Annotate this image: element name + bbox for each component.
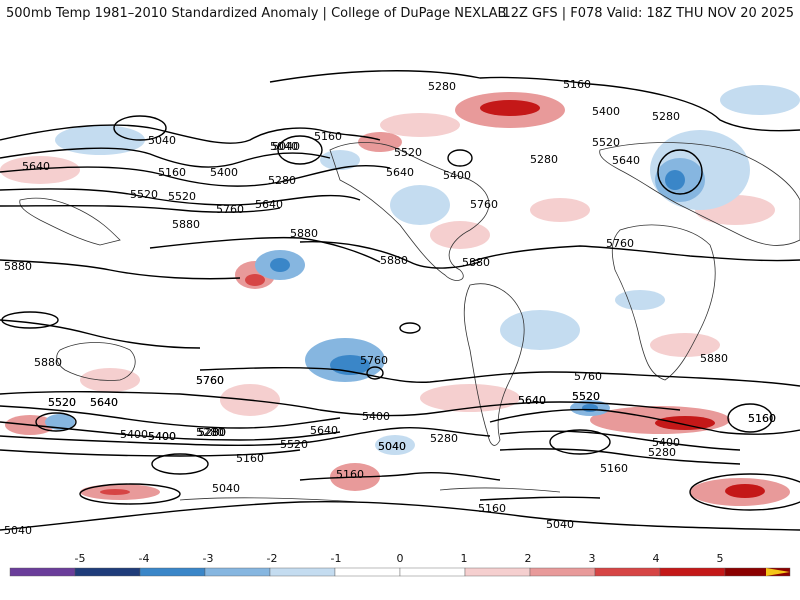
contour-label: 5160: [748, 412, 776, 425]
contour-label: 5760: [606, 237, 634, 250]
contour-label: 5400: [148, 430, 176, 443]
contour-label: 5400: [362, 410, 390, 423]
contour-label: 5040: [378, 440, 406, 453]
contour-label: 5160: [158, 166, 186, 179]
contour-label: 5280: [530, 153, 558, 166]
contour-label: 5040: [378, 440, 406, 453]
contour-label: 5400: [592, 105, 620, 118]
contour-label: 5520: [48, 396, 76, 409]
contour-label: 5160: [236, 452, 264, 465]
coastlines: [19, 142, 800, 503]
colorbar-tip: [766, 568, 790, 576]
contour-label: 5280: [268, 174, 296, 187]
height-contours: [0, 70, 800, 531]
contour-label: 5280: [430, 432, 458, 445]
contour-label: 5640: [518, 394, 546, 407]
contour-label: 5520: [280, 438, 308, 451]
contour-label: 5280: [428, 80, 456, 93]
contour-label: 5640: [612, 154, 640, 167]
colorbar-tick-label: 5: [717, 552, 724, 565]
colorbar-segment: [659, 567, 726, 577]
contour-label: 5160: [563, 78, 591, 91]
contour-label: 5880: [172, 218, 200, 231]
contour-label: 5640: [22, 160, 50, 173]
contour-label: 5160: [336, 468, 364, 481]
colorbar-tick-label: -4: [139, 552, 150, 565]
model-run-info: 12Z GFS | F078 Valid: 18Z THU NOV 20 202…: [502, 6, 794, 21]
contour-label: 5880: [380, 254, 408, 267]
contour-label: 5640: [518, 394, 546, 407]
colorbar-tick-label: 4: [653, 552, 660, 565]
colorbar-tick-label: 2: [525, 552, 532, 565]
colorbar-segment: [399, 567, 466, 577]
colorbar-tick-label: -3: [203, 552, 214, 565]
contour-label: 5880: [34, 356, 62, 369]
contour-label: 5040: [272, 140, 300, 153]
contour-label: 5400: [443, 169, 471, 182]
anomaly-map: 5280 5160 5400 5040 5160 5280 5640 5520 …: [0, 30, 800, 540]
contour-label: 5040: [4, 524, 32, 537]
contour-label: 5760: [196, 374, 224, 387]
contour-label: 5040: [148, 134, 176, 147]
contour-label: 5400: [210, 166, 238, 179]
colorbar-segment: [9, 567, 76, 577]
contour-label: 5760: [216, 203, 244, 216]
contour-label: 5280: [198, 426, 226, 439]
contour-label: 5640: [386, 166, 414, 179]
colorbar-labels: -5 -4 -3 -2 -1 0 1 2 3 4 5: [75, 552, 724, 565]
contour-label: 5520: [130, 188, 158, 201]
contour-label: 5280: [652, 110, 680, 123]
colorbar-segment: [529, 567, 596, 577]
contour-label: 5880: [462, 256, 490, 269]
contour-label: 5160: [478, 502, 506, 515]
colorbar-tick-label: -5: [75, 552, 86, 565]
contour-label: 5520: [48, 396, 76, 409]
contour-label: 5880: [700, 352, 728, 365]
colorbar-tick-label: -1: [331, 552, 342, 565]
contour-label: 5160: [600, 462, 628, 475]
colorbar-segment: [464, 567, 531, 577]
colorbar-bar: [9, 567, 791, 577]
contour-label: 5280: [198, 426, 226, 439]
contour-label: 5640: [310, 424, 338, 437]
colorbar-segment: [74, 567, 141, 577]
contour-label: 5400: [120, 428, 148, 441]
contour-label: 5760: [196, 374, 224, 387]
contour-label: 5280: [648, 446, 676, 459]
contour-label: 5520: [572, 390, 600, 403]
colorbar-tick-label: 3: [589, 552, 596, 565]
colorbar-tick-label: 1: [461, 552, 468, 565]
contour-label: 5520: [592, 136, 620, 149]
contour-label: 5400: [148, 430, 176, 443]
contour-label: 5520: [168, 190, 196, 203]
contour-label: 5640: [255, 198, 283, 211]
contour-labels: 5280 5160 5400 5040 5160 5280 5640 5520 …: [4, 78, 776, 537]
colorbar-tick-label: 0: [397, 552, 404, 565]
colorbar-segment: [334, 567, 401, 577]
contour-label: 5160: [748, 412, 776, 425]
map-title: 500mb Temp 1981–2010 Standardized Anomal…: [6, 6, 507, 21]
contour-label: 5880: [4, 260, 32, 273]
contour-label: 5760: [470, 198, 498, 211]
contour-label: 5520: [572, 390, 600, 403]
contour-label: 5040: [270, 140, 298, 153]
contour-label: 5760: [360, 354, 388, 367]
colorbar-segment: [139, 567, 206, 577]
contour-label: 5640: [90, 396, 118, 409]
colorbar-segment: [204, 567, 271, 577]
colorbar-tick-label: -2: [267, 552, 278, 565]
contour-label: 5640: [90, 396, 118, 409]
colorbar-segment: [269, 567, 336, 577]
contour-label: 5520: [394, 146, 422, 159]
contour-label: 5400: [652, 436, 680, 449]
contour-label: 5880: [290, 227, 318, 240]
contour-label: 5040: [212, 482, 240, 495]
contour-label: 5160: [314, 130, 342, 143]
contour-label: 5280: [196, 426, 224, 439]
contour-label: 5040: [546, 518, 574, 531]
colorbar-segment: [594, 567, 661, 577]
colorbar-legend: -5 -4 -3 -2 -1 0 1 2 3 4 5: [9, 552, 791, 577]
contour-label: 5760: [574, 370, 602, 383]
